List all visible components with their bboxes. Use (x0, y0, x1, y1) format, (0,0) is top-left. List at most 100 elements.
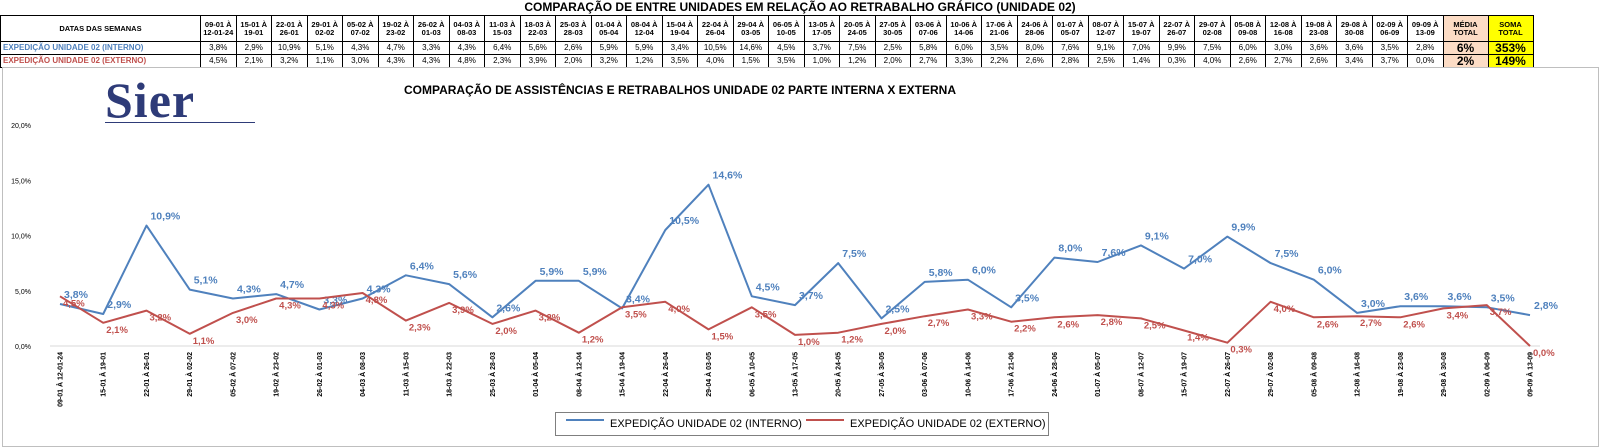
week-header-cell: 24-06 À 28-06 (1016, 15, 1053, 42)
media-cell: 2% (1442, 54, 1489, 68)
x-tick-label: 12-08 À 16-08 (1353, 352, 1362, 397)
x-tick-label: 20-05 À 24-05 (834, 352, 843, 397)
media-header-cell-line1: MÉDIA (1453, 19, 1478, 29)
x-tick-label: 26-02 À 01-03 (315, 352, 324, 397)
week-header-cell-line1: 09-01 À (204, 19, 232, 29)
x-tick-label: 22-01 À 26-01 (142, 352, 151, 397)
week-header-cell-line2: 23-02 (386, 27, 406, 37)
data-label: 2,7% (928, 318, 950, 329)
week-header-cell: 22-01 À 26-01 (271, 15, 308, 42)
y-tick-label: 15,0% (11, 178, 31, 185)
week-header-cell-line2: 19-01 (244, 27, 264, 37)
week-header-cell-line2: 19-07 (1131, 27, 1151, 37)
data-label: 0,0% (1533, 348, 1555, 359)
week-header-cell: 04-03 À 08-03 (448, 15, 485, 42)
data-label: 2,0% (495, 326, 517, 337)
x-tick-label: 24-06 À 28-06 (1050, 352, 1059, 397)
x-tick-label: 09-09 À 13-09 (1526, 352, 1535, 397)
week-header-cell-line1: 29-01 À (311, 19, 339, 29)
data-label: 1,2% (841, 335, 863, 346)
week-header-cell-line2: 05-07 (1060, 27, 1080, 37)
x-tick-label: 15-07 À 19-07 (1180, 352, 1189, 397)
data-label: 3,2% (149, 313, 171, 324)
data-label: 5,6% (453, 269, 478, 281)
data-label: 3,8% (64, 289, 89, 301)
data-label: 3,7% (1490, 307, 1512, 318)
week-header-cell-line1: 03-06 À (914, 19, 942, 29)
soma-cell: 353% (1487, 41, 1534, 55)
week-header-cell-line1: 12-08 À (1269, 19, 1297, 29)
x-tick-label: 10-06 À 14-06 (963, 352, 972, 397)
data-label: 3,0% (236, 315, 258, 326)
soma-header-cell-line2: TOTAL (1498, 27, 1523, 37)
week-header-cell-line1: 05-02 À (346, 19, 374, 29)
data-label: 3,5% (625, 309, 647, 320)
data-label: 2,5% (1144, 320, 1166, 331)
data-label: 1,4% (1187, 333, 1209, 344)
data-label: 4,7% (280, 279, 305, 291)
week-header-cell-line1: 08-07 À (1092, 19, 1120, 29)
x-tick-label: 15-01 À 19-01 (99, 352, 108, 397)
y-tick-label: 10,0% (11, 234, 31, 241)
x-tick-label: 22-07 À 26-07 (1223, 352, 1232, 397)
data-label: 2,5% (885, 303, 910, 315)
week-header-cell-line1: 18-03 À (524, 19, 552, 29)
data-label: 2,8% (1101, 317, 1123, 328)
data-label: 1,0% (798, 337, 820, 348)
x-tick-label: 01-07 À 05-07 (1093, 352, 1102, 397)
data-label: 6,0% (972, 265, 997, 277)
week-header-cell-line2: 30-08 (1344, 27, 1364, 37)
data-label: 4,5% (756, 281, 781, 293)
week-header-cell-line2: 28-06 (1025, 27, 1045, 37)
data-label: 3,7% (799, 290, 824, 302)
week-header-cell-line1: 29-04 À (737, 19, 765, 29)
week-header-cell-line2: 14-06 (954, 27, 974, 37)
legend-swatch-interno (566, 419, 604, 421)
data-label: 4,3% (367, 283, 392, 295)
chart-area (2, 67, 1599, 447)
week-header-cell-line1: 22-01 À (275, 19, 303, 29)
data-label: 7,5% (1275, 248, 1300, 260)
x-tick-label: 15-04 À 19-04 (618, 352, 627, 397)
x-tick-label: 29-04 À 03-05 (704, 352, 713, 397)
week-header-cell-line1: 26-02 À (417, 19, 445, 29)
x-tick-label: 05-08 À 09-08 (1309, 352, 1318, 397)
week-header-cell-line2: 23-08 (1309, 27, 1329, 37)
x-tick-label: 22-04 À 26-04 (661, 352, 670, 397)
week-header-cell: 09-01 À 12-01-24 (200, 15, 237, 42)
data-label: 3,4% (1447, 310, 1469, 321)
week-header-cell-line1: 10-06 À (950, 19, 978, 29)
data-label: 1,2% (582, 335, 604, 346)
week-header-cell-line1: 15-07 À (1127, 19, 1155, 29)
data-label: 3,9% (452, 305, 474, 316)
data-label: 3,3% (971, 312, 993, 323)
data-label: 10,5% (669, 215, 699, 227)
data-label: 1,5% (712, 331, 734, 342)
week-header-cell-line2: 30-05 (883, 27, 903, 37)
week-header-cell: 08-04 À 12-04 (626, 15, 663, 42)
week-header-cell-line2: 12-07 (1096, 27, 1116, 37)
data-label: 4,3% (279, 300, 301, 311)
data-label: 8,0% (1058, 243, 1083, 255)
week-header-cell-line1: 05-08 À (1234, 19, 1262, 29)
data-label: 3,0% (1361, 298, 1386, 310)
data-label: 7,0% (1188, 254, 1213, 266)
x-tick-label: 09-01 À 12-01-24 (56, 352, 65, 407)
week-header-cell-line1: 19-02 À (382, 19, 410, 29)
week-header-cell-line2: 22-03 (528, 27, 548, 37)
x-tick-label: 29-01 À 02-02 (185, 352, 194, 397)
data-label: 6,0% (1318, 265, 1343, 277)
data-label: 5,9% (583, 266, 608, 278)
x-tick-label: 05-02 À 07-02 (228, 352, 237, 397)
week-header-cell: 12-08 À 16-08 (1265, 15, 1302, 42)
y-tick-label: 20,0% (11, 123, 31, 130)
x-tick-label: 06-05 À 10-05 (747, 352, 756, 397)
week-header-cell: 25-03 À 28-03 (555, 15, 592, 42)
logo-underline (105, 122, 255, 123)
week-header-cell-line1: 22-04 À (701, 19, 729, 29)
week-header-cell: 17-06 À 21-06 (981, 15, 1018, 42)
week-header-cell: 15-07 À 19-07 (1123, 15, 1160, 42)
